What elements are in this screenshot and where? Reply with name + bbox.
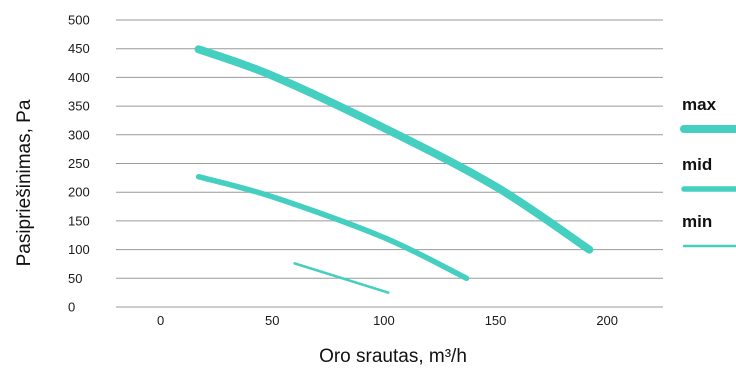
- legend-label-mid: mid: [682, 155, 712, 174]
- gridlines: [116, 19, 663, 308]
- y-tick-label: 50: [68, 271, 82, 286]
- legend-label-max: max: [682, 95, 717, 114]
- x-axis-ticks: 0 50 100 150 200: [157, 313, 618, 328]
- y-axis-title: Pasipriešinimas, Pa: [14, 99, 35, 266]
- y-tick-label: 200: [68, 185, 90, 200]
- y-tick-label: 100: [68, 242, 90, 257]
- series-line-max: [194, 45, 594, 254]
- x-tick-label: 150: [485, 313, 507, 328]
- x-tick-label: 0: [157, 313, 164, 328]
- y-axis-ticks: 0 50 100 150 200 250 300 350 400 450 500: [68, 13, 90, 315]
- y-tick-label: 400: [68, 70, 90, 85]
- y-tick-label: 300: [68, 127, 90, 142]
- x-tick-label: 50: [265, 313, 279, 328]
- series-line-mid: [195, 173, 470, 282]
- x-axis-title: Oro srautas, m³/h: [319, 346, 467, 367]
- y-tick-label: 500: [68, 13, 90, 28]
- series-line-min: [293, 262, 390, 294]
- y-tick-label: 350: [68, 99, 90, 114]
- legend: max mid min: [680, 95, 736, 248]
- y-tick-label: 450: [68, 41, 90, 56]
- legend-label-min: min: [682, 212, 712, 231]
- y-tick-label: 150: [68, 213, 90, 228]
- x-tick-label: 200: [596, 313, 618, 328]
- y-tick-label: 0: [68, 300, 75, 315]
- y-tick-label: 250: [68, 156, 90, 171]
- x-tick-label: 100: [373, 313, 395, 328]
- series-lines: [194, 45, 594, 294]
